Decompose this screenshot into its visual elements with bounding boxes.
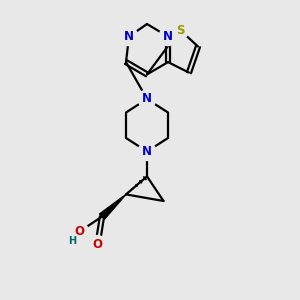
Circle shape xyxy=(138,90,156,108)
Circle shape xyxy=(159,28,177,46)
Text: O: O xyxy=(92,238,103,251)
Text: N: N xyxy=(142,145,152,158)
Circle shape xyxy=(120,28,138,46)
Circle shape xyxy=(171,21,189,39)
Text: N: N xyxy=(142,92,152,106)
Text: S: S xyxy=(176,23,184,37)
Text: O: O xyxy=(74,225,85,238)
Circle shape xyxy=(70,223,88,241)
Circle shape xyxy=(88,236,106,253)
Text: N: N xyxy=(163,30,173,43)
Circle shape xyxy=(138,142,156,160)
Polygon shape xyxy=(100,194,126,219)
Text: H: H xyxy=(68,236,76,246)
Text: N: N xyxy=(124,30,134,43)
